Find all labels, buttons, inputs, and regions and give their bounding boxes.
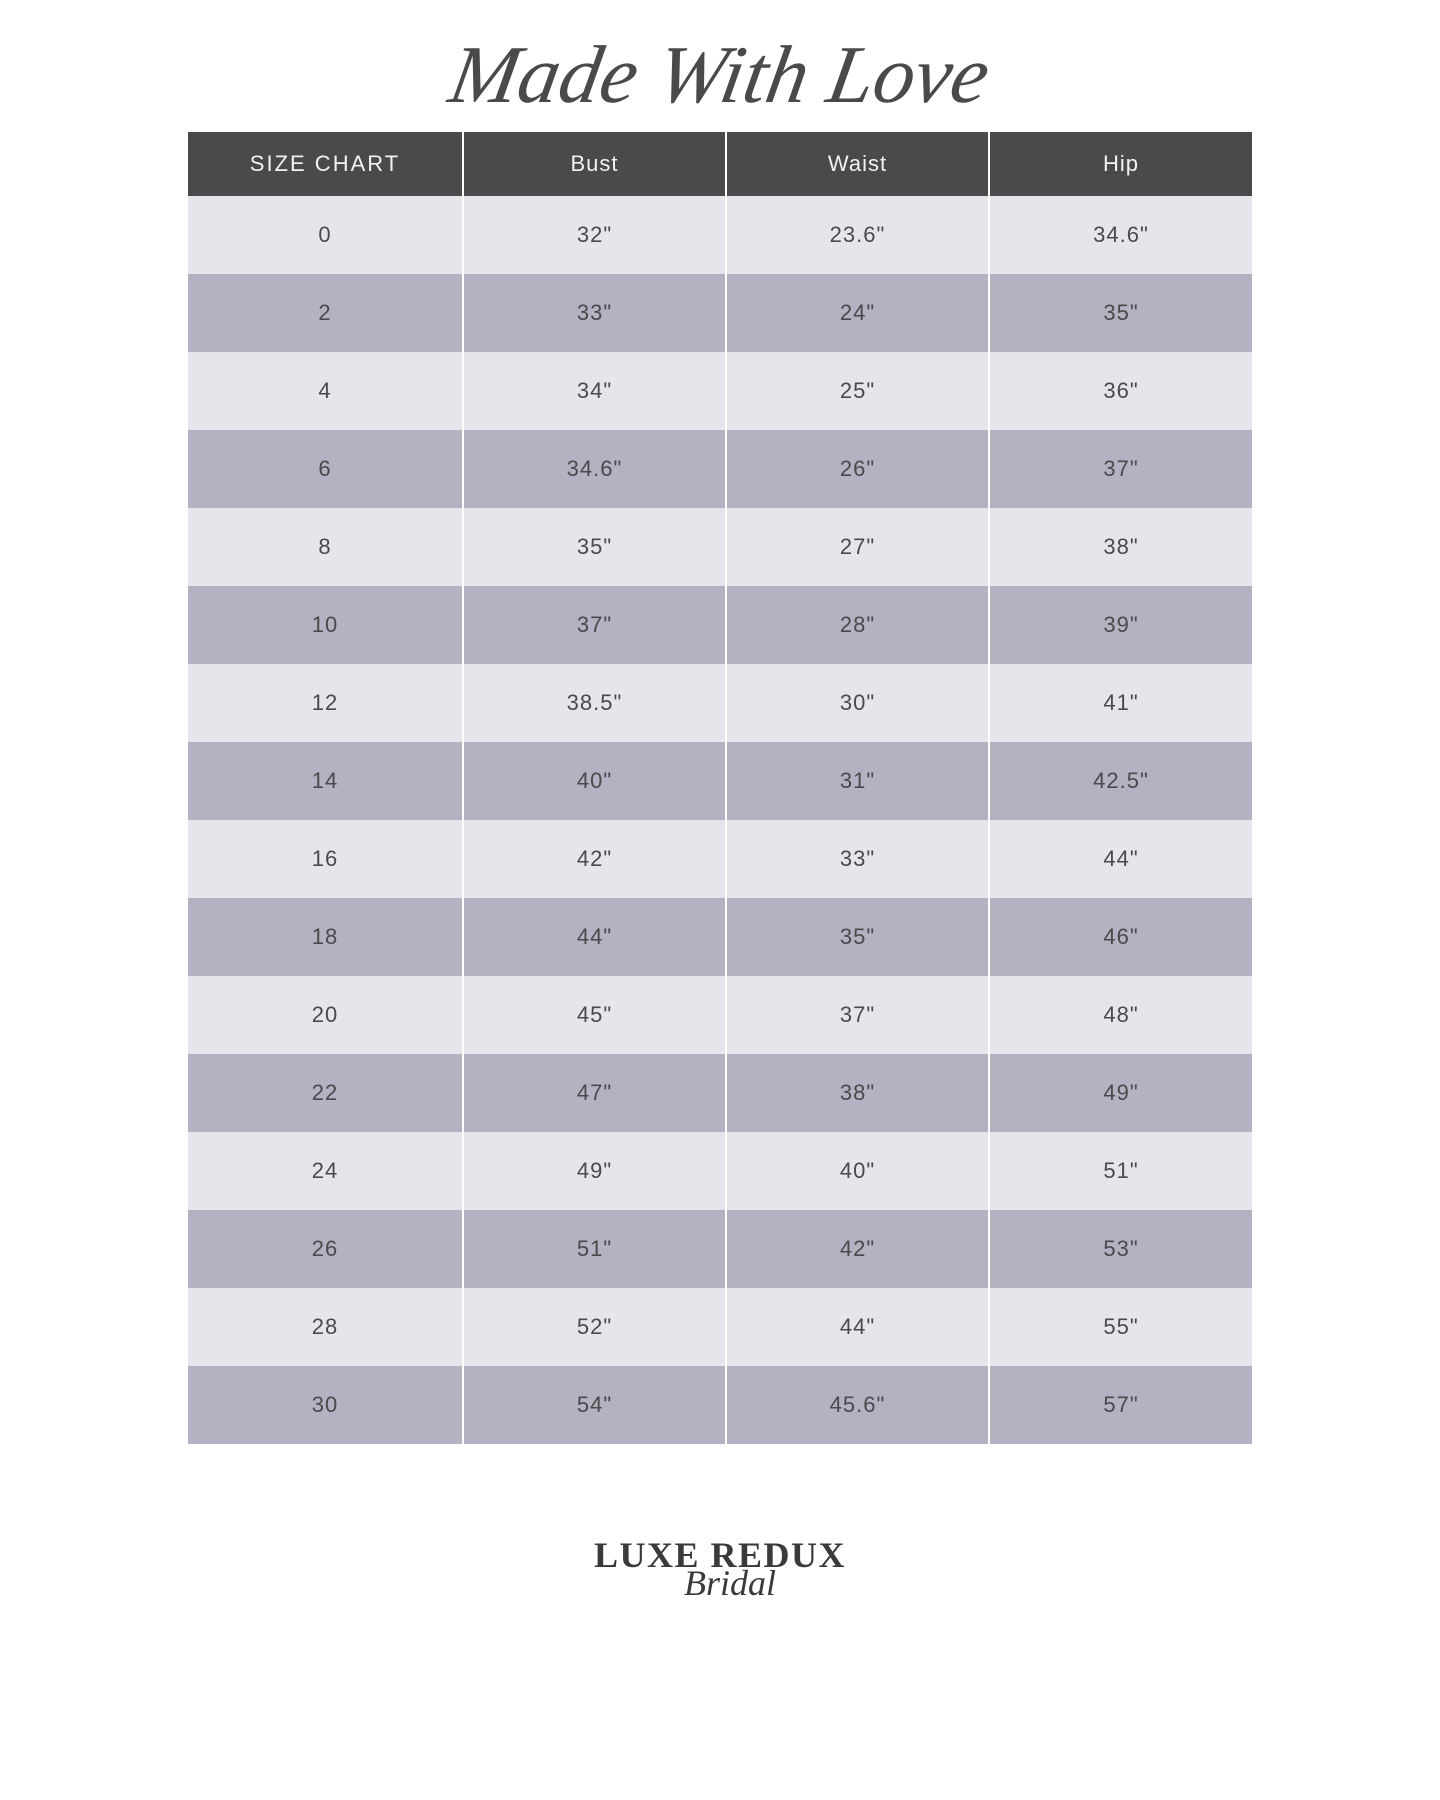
table-cell: 54" (463, 1366, 726, 1444)
table-cell: 57" (989, 1366, 1252, 1444)
table-cell: 30 (188, 1366, 463, 1444)
table-cell: 37" (463, 586, 726, 664)
table-cell: 2 (188, 274, 463, 352)
table-cell: 53" (989, 1210, 1252, 1288)
table-cell: 35" (726, 898, 989, 976)
table-cell: 40" (726, 1132, 989, 1210)
table-cell: 34.6" (463, 430, 726, 508)
table-row: 2852"44"55" (188, 1288, 1252, 1366)
table-header-cell: Bust (463, 132, 726, 196)
table-header-cell: SIZE CHART (188, 132, 463, 196)
size-chart-table: SIZE CHARTBustWaistHip032"23.6"34.6"233"… (188, 132, 1252, 1444)
table-cell: 37" (989, 430, 1252, 508)
table-cell: 44" (463, 898, 726, 976)
table-cell: 55" (989, 1288, 1252, 1366)
table-cell: 24 (188, 1132, 463, 1210)
table-row: 1238.5"30"41" (188, 664, 1252, 742)
table-cell: 42" (463, 820, 726, 898)
table-header-cell: Hip (989, 132, 1252, 196)
table-row: 634.6"26"37" (188, 430, 1252, 508)
table-cell: 31" (726, 742, 989, 820)
table-cell: 39" (989, 586, 1252, 664)
table-cell: 49" (989, 1054, 1252, 1132)
table-cell: 24" (726, 274, 989, 352)
table-cell: 38.5" (463, 664, 726, 742)
table-cell: 33" (726, 820, 989, 898)
table-cell: 35" (463, 508, 726, 586)
table-cell: 4 (188, 352, 463, 430)
table-row: 1037"28"39" (188, 586, 1252, 664)
table-cell: 20 (188, 976, 463, 1054)
page-title-text: Made With Love (443, 28, 997, 122)
table-cell: 14 (188, 742, 463, 820)
table-row: 1440"31"42.5" (188, 742, 1252, 820)
table-cell: 26 (188, 1210, 463, 1288)
table-cell: 46" (989, 898, 1252, 976)
table-cell: 36" (989, 352, 1252, 430)
brand-footer: LUXE REDUX Bridal (594, 1534, 846, 1604)
table-cell: 28 (188, 1288, 463, 1366)
table-cell: 16 (188, 820, 463, 898)
table-cell: 37" (726, 976, 989, 1054)
table-cell: 27" (726, 508, 989, 586)
table-row: 835"27"38" (188, 508, 1252, 586)
table-cell: 40" (463, 742, 726, 820)
table-cell: 18 (188, 898, 463, 976)
table-cell: 8 (188, 508, 463, 586)
table-cell: 6 (188, 430, 463, 508)
table-row: 1642"33"44" (188, 820, 1252, 898)
table-cell: 0 (188, 196, 463, 274)
table-cell: 44" (726, 1288, 989, 1366)
table-cell: 47" (463, 1054, 726, 1132)
table-header-row: SIZE CHARTBustWaistHip (188, 132, 1252, 196)
table-row: 2449"40"51" (188, 1132, 1252, 1210)
table-cell: 32" (463, 196, 726, 274)
table-row: 032"23.6"34.6" (188, 196, 1252, 274)
table-header-cell: Waist (726, 132, 989, 196)
table-row: 434"25"36" (188, 352, 1252, 430)
table-cell: 51" (463, 1210, 726, 1288)
table-cell: 41" (989, 664, 1252, 742)
table-cell: 48" (989, 976, 1252, 1054)
table-cell: 51" (989, 1132, 1252, 1210)
table-cell: 10 (188, 586, 463, 664)
table-cell: 42.5" (989, 742, 1252, 820)
table-cell: 28" (726, 586, 989, 664)
table-cell: 45.6" (726, 1366, 989, 1444)
table-cell: 33" (463, 274, 726, 352)
table-row: 3054"45.6"57" (188, 1366, 1252, 1444)
table-cell: 34" (463, 352, 726, 430)
table-cell: 22 (188, 1054, 463, 1132)
table-row: 2045"37"48" (188, 976, 1252, 1054)
table-cell: 35" (989, 274, 1252, 352)
table-row: 2651"42"53" (188, 1210, 1252, 1288)
table-cell: 42" (726, 1210, 989, 1288)
table-cell: 26" (726, 430, 989, 508)
table-cell: 44" (989, 820, 1252, 898)
table-cell: 38" (726, 1054, 989, 1132)
page-title: Made With Love (451, 28, 988, 122)
brand-subtitle: Bridal (604, 1562, 856, 1604)
table-row: 233"24"35" (188, 274, 1252, 352)
table-cell: 38" (989, 508, 1252, 586)
table-row: 2247"38"49" (188, 1054, 1252, 1132)
table-cell: 49" (463, 1132, 726, 1210)
table-cell: 30" (726, 664, 989, 742)
table-cell: 45" (463, 976, 726, 1054)
table-cell: 34.6" (989, 196, 1252, 274)
table-cell: 23.6" (726, 196, 989, 274)
table-cell: 25" (726, 352, 989, 430)
table-row: 1844"35"46" (188, 898, 1252, 976)
table-cell: 12 (188, 664, 463, 742)
table-cell: 52" (463, 1288, 726, 1366)
